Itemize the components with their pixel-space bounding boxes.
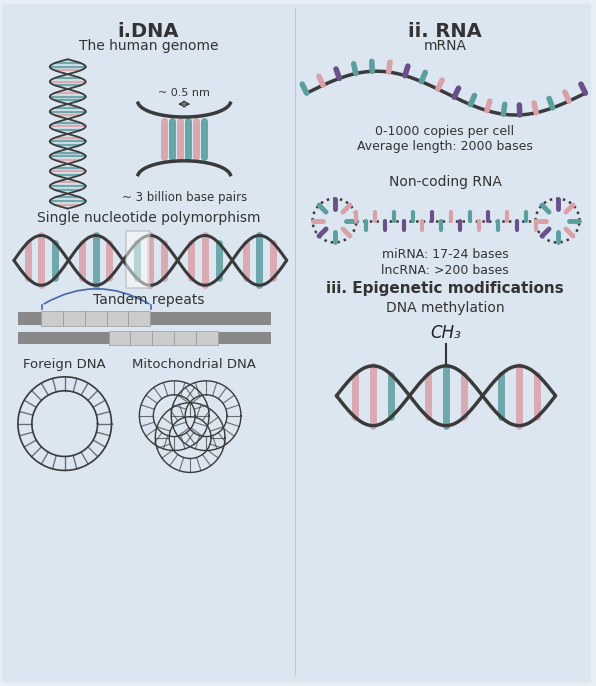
FancyBboxPatch shape [85, 311, 107, 326]
Text: DNA methylation: DNA methylation [386, 301, 504, 315]
FancyBboxPatch shape [153, 331, 174, 346]
Text: Mitochondrial DNA: Mitochondrial DNA [132, 358, 256, 371]
FancyBboxPatch shape [196, 331, 218, 346]
Bar [18, 311, 271, 324]
Text: Non-coding RNA: Non-coding RNA [389, 175, 501, 189]
FancyBboxPatch shape [2, 3, 294, 683]
Text: miRNA: 17-24 bases: miRNA: 17-24 bases [381, 248, 508, 261]
Text: The human genome: The human genome [79, 39, 218, 54]
FancyBboxPatch shape [174, 331, 196, 346]
Text: Single nucleotide polymorphism: Single nucleotide polymorphism [36, 211, 260, 224]
Text: lncRNA: >200 bases: lncRNA: >200 bases [381, 264, 509, 277]
Text: iii. Epigenetic modifications: iii. Epigenetic modifications [326, 281, 564, 296]
Text: Tandem repeats: Tandem repeats [92, 293, 204, 307]
Text: CH₃: CH₃ [431, 324, 461, 342]
FancyBboxPatch shape [294, 3, 591, 683]
Text: 0-1000 copies per cell
Average length: 2000 bases: 0-1000 copies per cell Average length: 2… [357, 125, 533, 153]
Text: Foreign DNA: Foreign DNA [23, 358, 106, 371]
FancyBboxPatch shape [108, 331, 131, 346]
FancyBboxPatch shape [126, 231, 150, 288]
Text: ~ 0.5 nm: ~ 0.5 nm [159, 88, 210, 98]
Text: mRNA: mRNA [424, 39, 467, 54]
Text: ~ 3 billion base pairs: ~ 3 billion base pairs [122, 191, 247, 204]
FancyBboxPatch shape [128, 311, 150, 326]
FancyBboxPatch shape [41, 311, 63, 326]
Bar [18, 331, 271, 344]
FancyBboxPatch shape [63, 311, 85, 326]
FancyBboxPatch shape [107, 311, 128, 326]
Text: ii. RNA: ii. RNA [408, 23, 482, 41]
Text: i.DNA: i.DNA [117, 23, 179, 41]
FancyBboxPatch shape [131, 331, 153, 346]
